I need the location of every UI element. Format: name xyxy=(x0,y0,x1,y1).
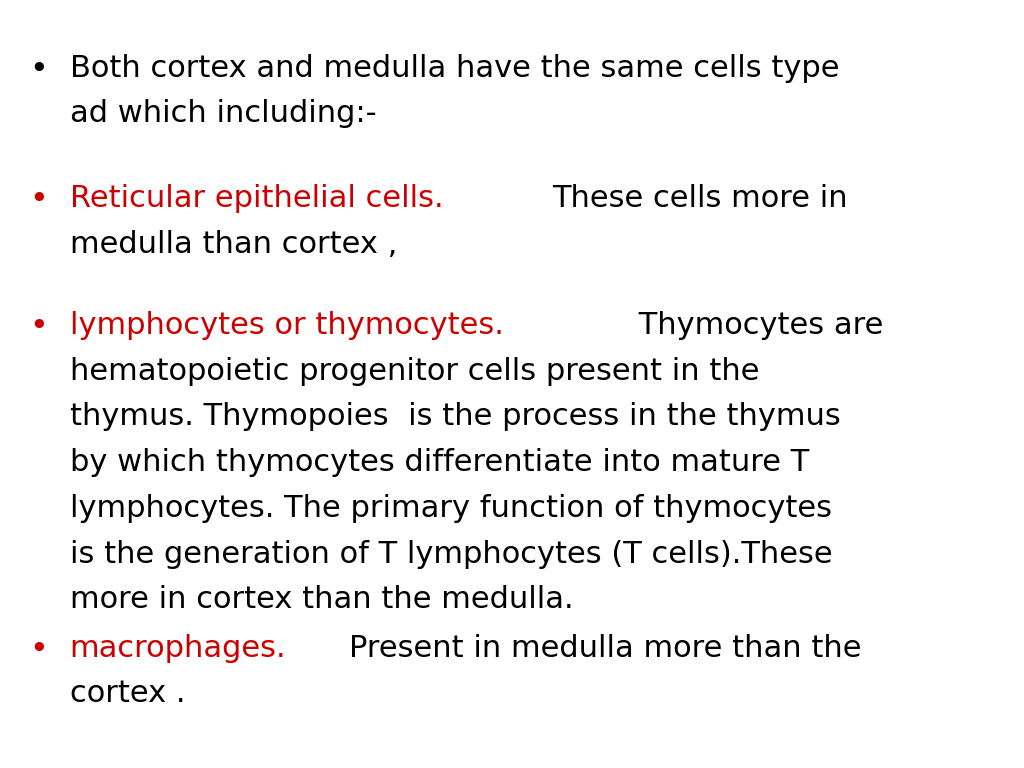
Text: •: • xyxy=(30,54,48,84)
Text: lymphocytes. The primary function of thymocytes: lymphocytes. The primary function of thy… xyxy=(70,494,831,523)
Text: medulla than cortex ,: medulla than cortex , xyxy=(70,230,397,259)
Text: thymus. Thymopoies  is the process in the thymus: thymus. Thymopoies is the process in the… xyxy=(70,402,841,432)
Text: Reticular epithelial cells.: Reticular epithelial cells. xyxy=(70,184,443,214)
Text: Thymocytes are: Thymocytes are xyxy=(630,311,884,340)
Text: These cells more in: These cells more in xyxy=(552,184,847,214)
Text: ad which including:-: ad which including:- xyxy=(70,99,376,128)
Text: Present in medulla more than the: Present in medulla more than the xyxy=(349,634,861,663)
Text: •: • xyxy=(30,634,48,664)
Text: cortex .: cortex . xyxy=(70,680,185,708)
Text: •: • xyxy=(30,184,48,215)
Text: lymphocytes or thymocytes.: lymphocytes or thymocytes. xyxy=(70,311,504,340)
Text: Both cortex and medulla have the same cells type: Both cortex and medulla have the same ce… xyxy=(70,54,839,83)
Text: •: • xyxy=(30,311,48,342)
Text: more in cortex than the medulla.: more in cortex than the medulla. xyxy=(70,585,573,614)
Text: macrophages.: macrophages. xyxy=(70,634,287,663)
Text: by which thymocytes differentiate into mature T: by which thymocytes differentiate into m… xyxy=(70,449,809,477)
Text: hematopoietic progenitor cells present in the: hematopoietic progenitor cells present i… xyxy=(70,356,759,386)
Text: is the generation of T lymphocytes (T cells).These: is the generation of T lymphocytes (T ce… xyxy=(70,539,833,568)
